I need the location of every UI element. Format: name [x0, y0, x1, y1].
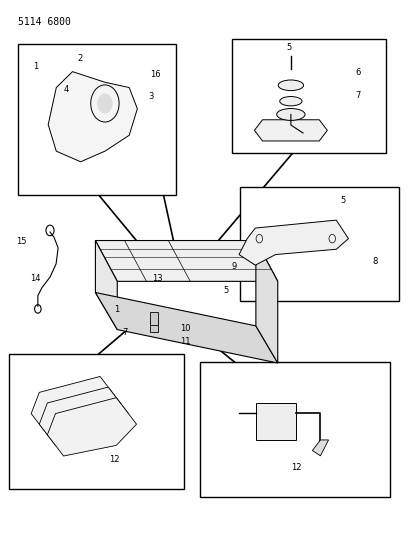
Text: 5: 5 — [341, 196, 346, 205]
Text: 9: 9 — [232, 262, 237, 271]
Bar — [200, 362, 390, 497]
Text: 5114 6800: 5114 6800 — [18, 17, 71, 27]
Text: 2: 2 — [78, 54, 83, 63]
Polygon shape — [256, 240, 278, 363]
Polygon shape — [95, 240, 117, 329]
Ellipse shape — [280, 96, 302, 106]
Polygon shape — [31, 376, 120, 435]
Bar — [150, 319, 158, 332]
Text: 1: 1 — [114, 305, 120, 314]
Bar — [233, 38, 386, 152]
Bar — [256, 403, 296, 440]
Bar — [240, 187, 399, 301]
Text: 1: 1 — [33, 62, 38, 71]
Text: 7: 7 — [122, 328, 128, 337]
Polygon shape — [48, 71, 137, 162]
Polygon shape — [47, 398, 137, 456]
Text: 7: 7 — [355, 91, 361, 100]
Text: 11: 11 — [180, 337, 191, 346]
Text: 5: 5 — [224, 286, 229, 295]
Bar — [9, 354, 184, 489]
Text: 8: 8 — [372, 256, 377, 265]
Text: 15: 15 — [16, 237, 27, 246]
Polygon shape — [255, 120, 327, 141]
Ellipse shape — [277, 109, 305, 120]
Ellipse shape — [278, 80, 304, 91]
Polygon shape — [239, 220, 348, 265]
Polygon shape — [95, 293, 278, 363]
Polygon shape — [313, 440, 328, 456]
Polygon shape — [39, 387, 129, 446]
Text: 13: 13 — [152, 273, 163, 282]
Text: 12: 12 — [291, 463, 302, 472]
Text: 6: 6 — [355, 68, 361, 77]
Bar — [150, 312, 158, 325]
Circle shape — [98, 94, 112, 113]
Text: 5: 5 — [286, 43, 292, 52]
Polygon shape — [95, 240, 278, 281]
Text: 16: 16 — [150, 69, 161, 78]
Text: 12: 12 — [109, 455, 119, 464]
Text: 10: 10 — [180, 324, 191, 333]
Text: 14: 14 — [31, 274, 41, 283]
Bar — [18, 44, 175, 195]
Text: 3: 3 — [149, 92, 154, 101]
Text: 4: 4 — [64, 85, 69, 94]
